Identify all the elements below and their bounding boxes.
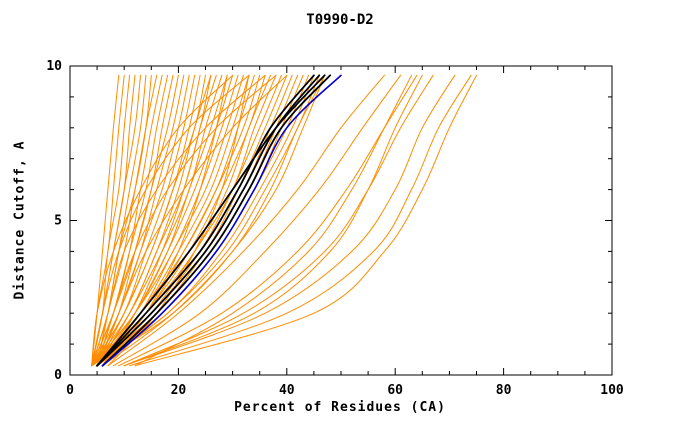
y-axis-label: Distance Cutoff, A xyxy=(12,140,28,300)
model-curve xyxy=(134,74,412,367)
model-curve xyxy=(91,74,293,367)
model-curve xyxy=(96,74,277,367)
model-curve xyxy=(107,74,385,367)
model-curve xyxy=(91,74,239,367)
model-curve xyxy=(129,74,472,367)
x-axis-label: Percent of Residues (CA) xyxy=(234,400,446,415)
model-curve xyxy=(102,74,326,367)
x-tick-label: 80 xyxy=(496,383,512,398)
x-tick-label: 40 xyxy=(279,383,295,398)
x-tick-label: 100 xyxy=(600,383,624,398)
model-curve xyxy=(91,74,234,367)
model-curve xyxy=(91,74,326,367)
model-curve xyxy=(102,74,212,367)
model-curve xyxy=(91,74,250,367)
y-tick-label: 5 xyxy=(54,214,62,229)
highlight-curve xyxy=(96,74,315,367)
model-curve xyxy=(96,74,223,367)
highlight-curve xyxy=(96,74,326,367)
model-curve xyxy=(134,74,477,367)
reference-curve xyxy=(101,74,342,367)
y-tick-label: 10 xyxy=(46,59,62,74)
model-curve xyxy=(91,74,266,367)
model-curve xyxy=(91,74,261,367)
model-curve xyxy=(96,74,288,367)
model-curve xyxy=(102,74,228,367)
x-tick-label: 20 xyxy=(171,383,187,398)
highlight-curve xyxy=(101,74,332,367)
model-curve xyxy=(112,74,402,367)
chart-title: T0990-D2 xyxy=(306,12,374,28)
x-tick-label: 60 xyxy=(387,383,403,398)
model-curve xyxy=(123,74,423,367)
y-tick-label: 0 xyxy=(54,368,62,383)
model-curve xyxy=(123,74,456,367)
x-tick-label: 0 xyxy=(66,383,74,398)
model-curve xyxy=(123,74,434,367)
